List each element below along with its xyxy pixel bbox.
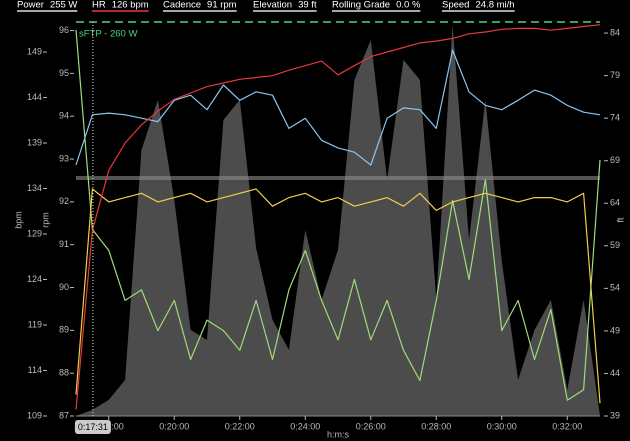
y-tick-label: 89	[59, 325, 69, 335]
legend-value: 255 W	[50, 0, 77, 11]
y-axis-label: bpm	[13, 211, 23, 229]
x-tick-label: 0:22:00	[225, 421, 255, 431]
y-tick-label: 139	[27, 137, 42, 147]
y-tick-label: 95	[59, 68, 69, 78]
legend-value: 24.8 mi/h	[475, 0, 514, 11]
y-tick-label: 109	[27, 410, 42, 420]
y-tick-label: 39	[610, 410, 620, 420]
y-tick-label: 64	[610, 198, 620, 208]
y-tick-label: 44	[610, 368, 620, 378]
y-tick-label: 91	[59, 239, 69, 249]
legend-value: 91 rpm	[207, 0, 237, 11]
series-line	[75, 29, 601, 401]
power-area	[76, 24, 600, 417]
legend-value: 39 ft	[298, 0, 317, 11]
y-tick-label: 87	[59, 410, 69, 420]
legend-value: 0.0 %	[396, 0, 421, 11]
x-tick-label: 0:24:00	[290, 421, 320, 431]
y-tick-label: 74	[610, 113, 620, 123]
y-tick-label: 79	[610, 70, 620, 80]
legend-label: Power	[17, 0, 44, 11]
y-tick-label: 129	[27, 228, 42, 238]
series-line	[75, 49, 601, 166]
ftp-annotation: sFTP - 260 W	[79, 29, 137, 40]
y-tick-label: 90	[59, 282, 69, 292]
x-tick-label: 0:28:00	[421, 421, 451, 431]
y-tick-label: 134	[27, 183, 42, 193]
cursor-label: 0:17:31	[78, 422, 108, 432]
y-tick-label: 93	[59, 153, 69, 163]
y-tick-label: 144	[27, 92, 42, 102]
y-tick-label: 54	[610, 283, 620, 293]
y-tick-label: 114	[28, 365, 42, 375]
legend-label: Speed	[442, 0, 469, 11]
y-tick-label: 119	[28, 319, 42, 329]
x-tick-label: 0:26:00	[356, 421, 386, 431]
x-axis-label: h:m:s	[327, 429, 350, 439]
y-tick-label: 124	[27, 274, 42, 284]
legend-label: Cadence	[163, 0, 201, 11]
series-line	[75, 24, 601, 410]
y-axis-label: ft	[615, 217, 625, 223]
y-tick-label: 88	[59, 368, 69, 378]
legend-label: Rolling Grade	[332, 0, 390, 11]
grade-zero-band	[76, 176, 600, 180]
y-tick-label: 84	[610, 27, 620, 37]
y-tick-label: 94	[59, 111, 69, 121]
legend-value: 126 bpm	[112, 0, 149, 11]
cursor-label-box	[74, 420, 111, 434]
legend-label: Elevation	[253, 0, 292, 11]
y-tick-label: 92	[59, 196, 69, 206]
y-tick-label: 149	[27, 46, 42, 56]
y-tick-label: 59	[610, 240, 620, 250]
y-tick-label: 49	[610, 325, 620, 335]
y-tick-label: 96	[59, 25, 69, 35]
y-tick-label: 69	[610, 155, 620, 165]
x-tick-label: 0:30:00	[487, 421, 517, 431]
series-line	[75, 188, 601, 404]
x-tick-label: 0:32:00	[552, 421, 582, 431]
legend-label: HR	[92, 0, 106, 11]
y-axis-label: rpm	[40, 212, 50, 228]
x-tick-label: 0:20:00	[159, 421, 189, 431]
